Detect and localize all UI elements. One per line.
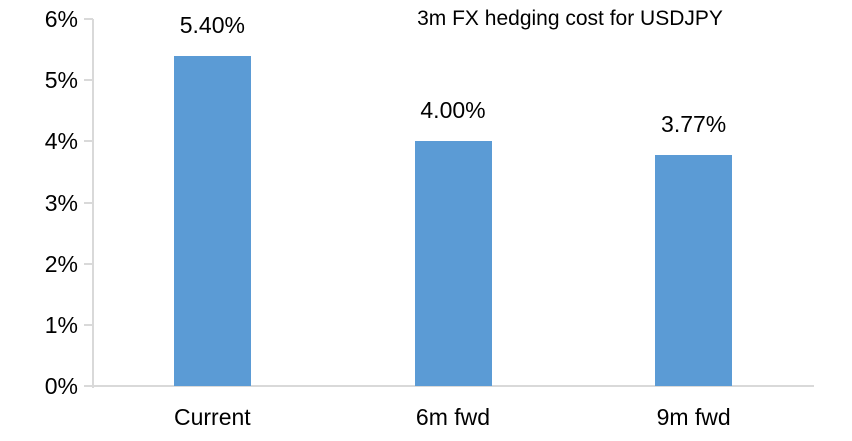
bar-value-label: 4.00% — [420, 97, 486, 124]
bar-6m-fwd — [414, 141, 492, 386]
y-axis-label: 5% — [44, 67, 78, 94]
x-axis-label: 9m fwd — [656, 404, 731, 430]
x-axis-label: Current — [173, 404, 251, 430]
y-axis-line — [92, 19, 94, 388]
x-axis-line — [92, 385, 814, 387]
bar-current — [173, 55, 251, 386]
y-axis-tick — [84, 385, 93, 387]
y-axis-label: 2% — [44, 250, 78, 277]
y-axis-tick — [84, 18, 93, 20]
y-axis-label: 6% — [44, 6, 78, 32]
x-axis-label: 6m fwd — [415, 404, 491, 430]
y-axis-tick — [84, 323, 93, 326]
bar-value-label: 5.40% — [179, 11, 245, 38]
y-axis-label: 3% — [44, 189, 78, 216]
y-axis-label: 0% — [44, 373, 78, 399]
y-axis-tick — [84, 79, 93, 82]
bar-value-label: 3.77% — [661, 111, 727, 138]
y-axis-tick — [84, 262, 93, 265]
chart-title: 3m FX hedging cost for USDJPY — [417, 7, 723, 30]
y-axis-tick — [84, 201, 93, 204]
y-axis-tick — [84, 140, 93, 143]
y-axis-label: 1% — [44, 311, 78, 338]
bar-9m-fwd — [655, 155, 733, 386]
y-axis-label: 4% — [44, 128, 78, 155]
